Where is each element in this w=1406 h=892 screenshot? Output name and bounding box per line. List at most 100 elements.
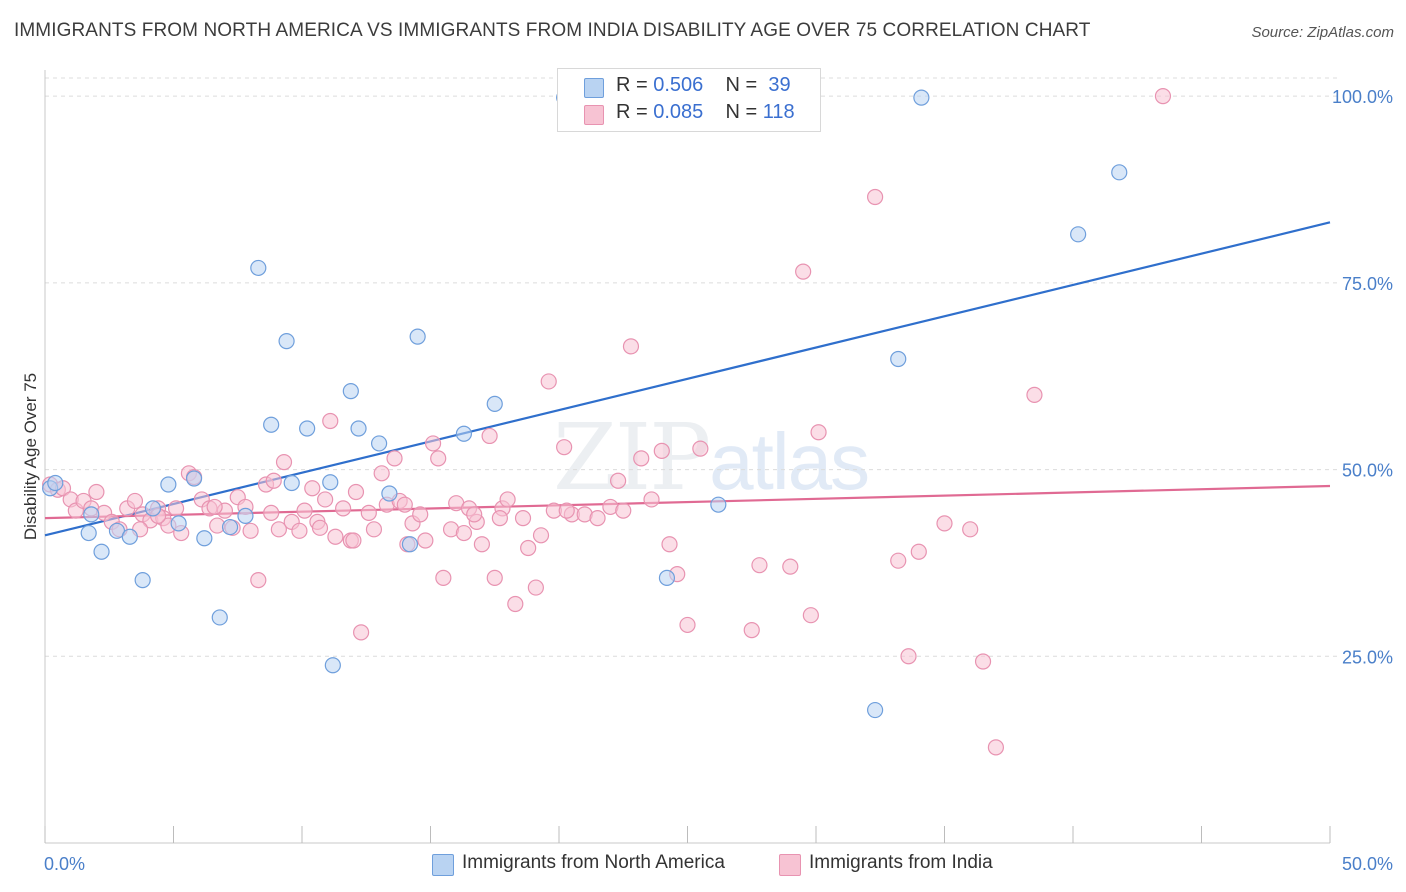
- data-point-india: [327, 528, 344, 545]
- data-point-north_america: [278, 333, 295, 350]
- y-axis-label: Disability Age Over 75: [21, 373, 40, 540]
- data-point-india: [335, 500, 352, 517]
- data-point-north_america: [401, 536, 419, 553]
- data-point-north_america: [47, 474, 64, 492]
- data-point-north_america: [658, 569, 676, 586]
- data-point-india: [610, 472, 627, 489]
- data-point-india: [1154, 88, 1172, 105]
- watermark-atlas: atlas: [709, 417, 870, 506]
- data-point-india: [987, 739, 1005, 756]
- data-point-india: [679, 616, 696, 634]
- data-point-india: [347, 483, 365, 501]
- data-point-north_america: [371, 435, 388, 452]
- data-point-north_america: [144, 500, 162, 517]
- data-point-india: [491, 510, 508, 527]
- data-point-india: [304, 480, 321, 497]
- data-point-india: [242, 522, 259, 539]
- data-point-india: [263, 504, 280, 521]
- legend-swatch-india: [779, 854, 801, 876]
- data-point-india: [386, 450, 403, 467]
- data-point-india: [802, 607, 819, 624]
- data-point-india: [743, 622, 760, 639]
- data-point-india: [291, 522, 308, 539]
- data-point-india: [622, 338, 640, 355]
- data-point-north_america: [486, 395, 503, 412]
- chart-title: IMMIGRANTS FROM NORTH AMERICA VS IMMIGRA…: [14, 20, 1091, 41]
- data-point-north_america: [1070, 226, 1087, 243]
- data-point-india: [643, 491, 660, 508]
- data-point-india: [910, 543, 927, 560]
- data-point-india: [311, 519, 329, 536]
- data-point-india: [514, 510, 532, 527]
- data-point-north_america: [350, 420, 367, 437]
- data-point-india: [317, 491, 334, 508]
- data-point-north_america: [1111, 164, 1128, 181]
- data-point-north_america: [250, 259, 267, 277]
- data-point-india: [455, 524, 473, 542]
- data-point-india: [88, 483, 105, 501]
- data-point-north_america: [237, 507, 254, 524]
- data-point-india: [661, 536, 678, 553]
- data-point-india: [1026, 386, 1043, 403]
- data-point-india: [206, 498, 223, 516]
- legend-r-label: R =: [616, 74, 654, 96]
- data-point-india: [486, 569, 503, 586]
- grid-lines: [45, 77, 1340, 657]
- legend-swatch-north-america: [432, 854, 454, 876]
- data-point-india: [481, 427, 498, 445]
- data-point-india: [345, 532, 362, 549]
- data-point-india: [322, 412, 339, 430]
- data-point-north_america: [324, 657, 341, 674]
- data-point-india: [974, 653, 992, 670]
- data-point-north_america: [160, 476, 177, 493]
- data-point-india: [412, 506, 429, 523]
- legend-n-value: 39: [768, 74, 791, 96]
- data-point-india: [296, 502, 313, 519]
- legend-n-label: N =: [725, 101, 763, 123]
- x-tick-label: 50.0%: [1342, 854, 1393, 874]
- y-tick-label: 100.0%: [1332, 87, 1393, 107]
- data-point-india: [507, 595, 524, 613]
- data-point-india: [556, 439, 573, 456]
- data-point-north_america: [381, 485, 398, 502]
- data-point-india: [275, 454, 293, 471]
- data-point-india: [424, 435, 442, 452]
- trend-line-north_america: [44, 221, 1331, 537]
- data-point-north_america: [170, 515, 187, 532]
- watermark-zip: ZIP: [553, 404, 711, 511]
- data-point-india: [499, 491, 516, 508]
- data-point-north_america: [263, 416, 280, 433]
- data-point-india: [417, 532, 434, 549]
- data-point-india: [270, 521, 287, 538]
- legend-swatch-india: [584, 105, 604, 125]
- data-point-india: [589, 510, 606, 527]
- data-point-india: [430, 450, 447, 467]
- data-point-india: [751, 557, 768, 574]
- trend-lines: [44, 221, 1331, 537]
- data-point-north_america: [710, 496, 727, 513]
- data-point-india: [900, 648, 917, 665]
- data-point-india: [527, 579, 544, 596]
- data-point-india: [795, 263, 812, 280]
- y-tick-label: 25.0%: [1342, 647, 1393, 667]
- data-point-north_america: [185, 470, 203, 487]
- data-point-north_america: [342, 383, 359, 400]
- data-point-north_america: [913, 89, 930, 106]
- legend-label-north-america: Immigrants from North America: [462, 852, 725, 873]
- data-point-india: [520, 539, 537, 557]
- data-point-north_america: [83, 506, 100, 523]
- legend-r-value: 0.085: [653, 101, 704, 123]
- legend-r-value: 0.506: [653, 74, 704, 96]
- data-point-north_america: [134, 572, 151, 589]
- data-point-india: [890, 552, 907, 569]
- data-point-india: [360, 504, 377, 521]
- axes: [44, 70, 1331, 844]
- data-point-north_america: [121, 528, 138, 545]
- data-point-india: [396, 496, 413, 513]
- data-point-india: [936, 515, 953, 532]
- legend-r-label: R =: [616, 101, 654, 123]
- data-point-india: [466, 506, 483, 523]
- data-point-north_america: [867, 701, 884, 719]
- data-point-india: [615, 502, 632, 519]
- data-point-india: [373, 465, 390, 482]
